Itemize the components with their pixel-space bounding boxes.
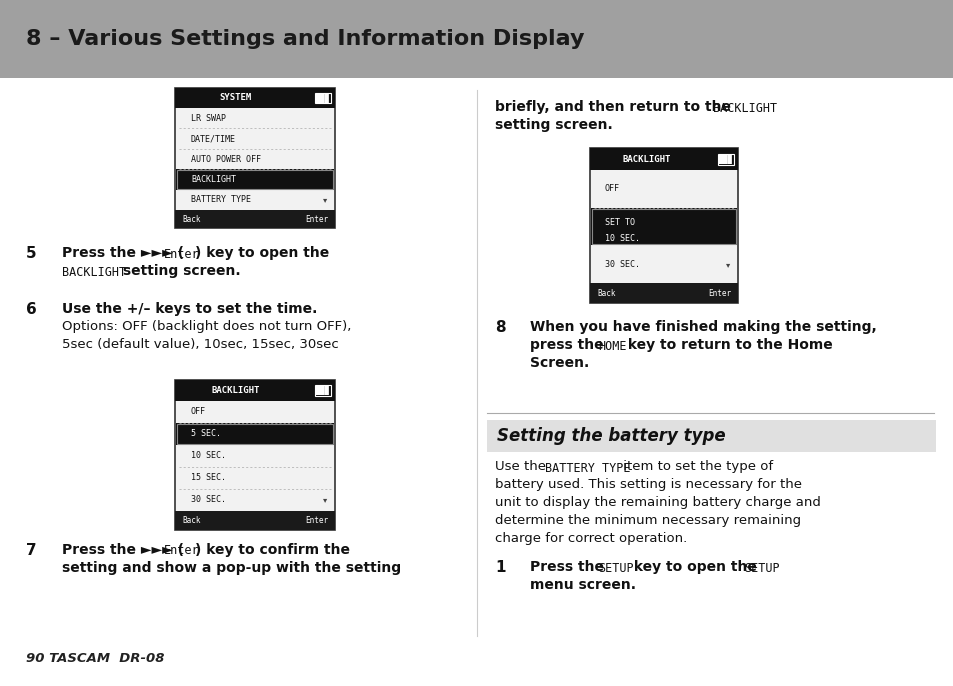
Text: menu screen.: menu screen. bbox=[530, 578, 636, 592]
Bar bbox=[718, 154, 733, 165]
Bar bbox=[175, 169, 334, 189]
Text: 7: 7 bbox=[26, 543, 36, 558]
Text: 90 TASCAM  DR-08: 90 TASCAM DR-08 bbox=[26, 652, 164, 665]
Text: key to open the: key to open the bbox=[628, 560, 760, 574]
Bar bbox=[589, 283, 738, 303]
Text: 10 SEC.: 10 SEC. bbox=[191, 451, 226, 460]
Text: Use the: Use the bbox=[495, 460, 550, 473]
Bar bbox=[174, 210, 335, 228]
Text: Back: Back bbox=[182, 215, 200, 224]
Text: SETUP: SETUP bbox=[598, 562, 633, 574]
Text: 5sec (default value), 10sec, 15sec, 30sec: 5sec (default value), 10sec, 15sec, 30se… bbox=[62, 338, 338, 351]
Text: Enter: Enter bbox=[164, 545, 199, 558]
Text: BACKLIGHT: BACKLIGHT bbox=[621, 154, 670, 163]
Bar bbox=[177, 424, 333, 444]
Bar bbox=[177, 170, 333, 189]
Bar bbox=[175, 423, 334, 445]
Text: When you have finished making the setting,: When you have finished making the settin… bbox=[530, 320, 876, 334]
Text: ███: ███ bbox=[314, 386, 329, 395]
Text: BACKLIGHT: BACKLIGHT bbox=[212, 386, 260, 395]
Bar bbox=[589, 148, 738, 303]
Text: press the: press the bbox=[530, 338, 608, 352]
Text: Setting the battery type: Setting the battery type bbox=[497, 427, 725, 445]
Text: Press the: Press the bbox=[530, 560, 608, 574]
Text: BATTERY TYPE: BATTERY TYPE bbox=[191, 196, 251, 204]
Text: ███: ███ bbox=[718, 154, 731, 164]
Bar bbox=[314, 93, 331, 103]
Text: ▾: ▾ bbox=[725, 260, 729, 269]
Text: OFF: OFF bbox=[604, 185, 619, 193]
Bar bbox=[589, 148, 738, 170]
Text: BACKLIGHT: BACKLIGHT bbox=[712, 102, 776, 115]
Text: 5: 5 bbox=[26, 246, 36, 261]
Text: ) key to open the: ) key to open the bbox=[194, 246, 329, 260]
Text: 1: 1 bbox=[495, 560, 505, 575]
Text: BACKLIGHT: BACKLIGHT bbox=[191, 175, 235, 184]
Text: Enter: Enter bbox=[305, 215, 328, 224]
Text: Enter: Enter bbox=[305, 516, 328, 525]
Text: OFF: OFF bbox=[191, 407, 206, 416]
Bar bbox=[0, 0, 953, 78]
Bar bbox=[174, 88, 335, 228]
Text: 8 – Various Settings and Information Display: 8 – Various Settings and Information Dis… bbox=[26, 29, 584, 49]
Bar bbox=[592, 209, 735, 244]
Text: BACKLIGHT: BACKLIGHT bbox=[62, 265, 126, 279]
Text: 10 SEC.: 10 SEC. bbox=[604, 234, 639, 243]
Text: HOME: HOME bbox=[598, 340, 626, 353]
Text: ) key to confirm the: ) key to confirm the bbox=[194, 543, 350, 557]
Text: Options: OFF (backlight does not turn OFF),: Options: OFF (backlight does not turn OF… bbox=[62, 320, 351, 333]
Text: SETUP: SETUP bbox=[744, 562, 780, 574]
Text: determine the minimum necessary remaining: determine the minimum necessary remainin… bbox=[495, 514, 801, 527]
Text: Back: Back bbox=[182, 516, 200, 525]
Text: 15 SEC.: 15 SEC. bbox=[191, 473, 226, 482]
Text: Screen.: Screen. bbox=[530, 356, 589, 370]
Text: setting and show a pop-up with the setting: setting and show a pop-up with the setti… bbox=[62, 561, 400, 575]
Text: 5 SEC.: 5 SEC. bbox=[191, 429, 221, 438]
Text: Press the ►►► (: Press the ►►► ( bbox=[62, 543, 184, 557]
Text: LR SWAP: LR SWAP bbox=[191, 114, 226, 123]
Text: ▾: ▾ bbox=[322, 196, 327, 204]
Text: briefly, and then return to the: briefly, and then return to the bbox=[495, 100, 735, 114]
Text: 8: 8 bbox=[495, 320, 505, 335]
Text: unit to display the remaining battery charge and: unit to display the remaining battery ch… bbox=[495, 496, 820, 509]
Bar bbox=[174, 380, 335, 530]
Text: setting screen.: setting screen. bbox=[117, 264, 240, 278]
Text: Back: Back bbox=[597, 289, 615, 298]
Text: Use the +/– keys to set the time.: Use the +/– keys to set the time. bbox=[62, 302, 317, 316]
Text: SET TO: SET TO bbox=[604, 218, 634, 227]
Bar bbox=[174, 88, 335, 108]
Text: ███: ███ bbox=[314, 93, 329, 103]
Bar bbox=[174, 511, 335, 530]
Bar bbox=[174, 380, 335, 401]
Text: AUTO POWER OFF: AUTO POWER OFF bbox=[191, 154, 261, 163]
Text: SYSTEM: SYSTEM bbox=[219, 93, 252, 102]
Text: Press the ►►► (: Press the ►►► ( bbox=[62, 246, 184, 260]
Text: 6: 6 bbox=[26, 302, 37, 317]
Text: 30 SEC.: 30 SEC. bbox=[191, 495, 226, 504]
Text: key to return to the Home: key to return to the Home bbox=[622, 338, 832, 352]
Bar bbox=[486, 420, 935, 452]
Text: battery used. This setting is necessary for the: battery used. This setting is necessary … bbox=[495, 478, 801, 491]
Text: Enter: Enter bbox=[164, 248, 199, 261]
Text: ▾: ▾ bbox=[322, 495, 327, 504]
Text: BATTERY TYPE: BATTERY TYPE bbox=[544, 462, 629, 475]
Text: setting screen.: setting screen. bbox=[495, 118, 612, 132]
Text: charge for correct operation.: charge for correct operation. bbox=[495, 532, 686, 545]
Bar bbox=[590, 208, 737, 246]
Text: Enter: Enter bbox=[707, 289, 730, 298]
Text: item to set the type of: item to set the type of bbox=[618, 460, 772, 473]
Bar bbox=[314, 386, 331, 396]
Text: 30 SEC.: 30 SEC. bbox=[604, 260, 639, 269]
Text: DATE/TIME: DATE/TIME bbox=[191, 134, 235, 143]
